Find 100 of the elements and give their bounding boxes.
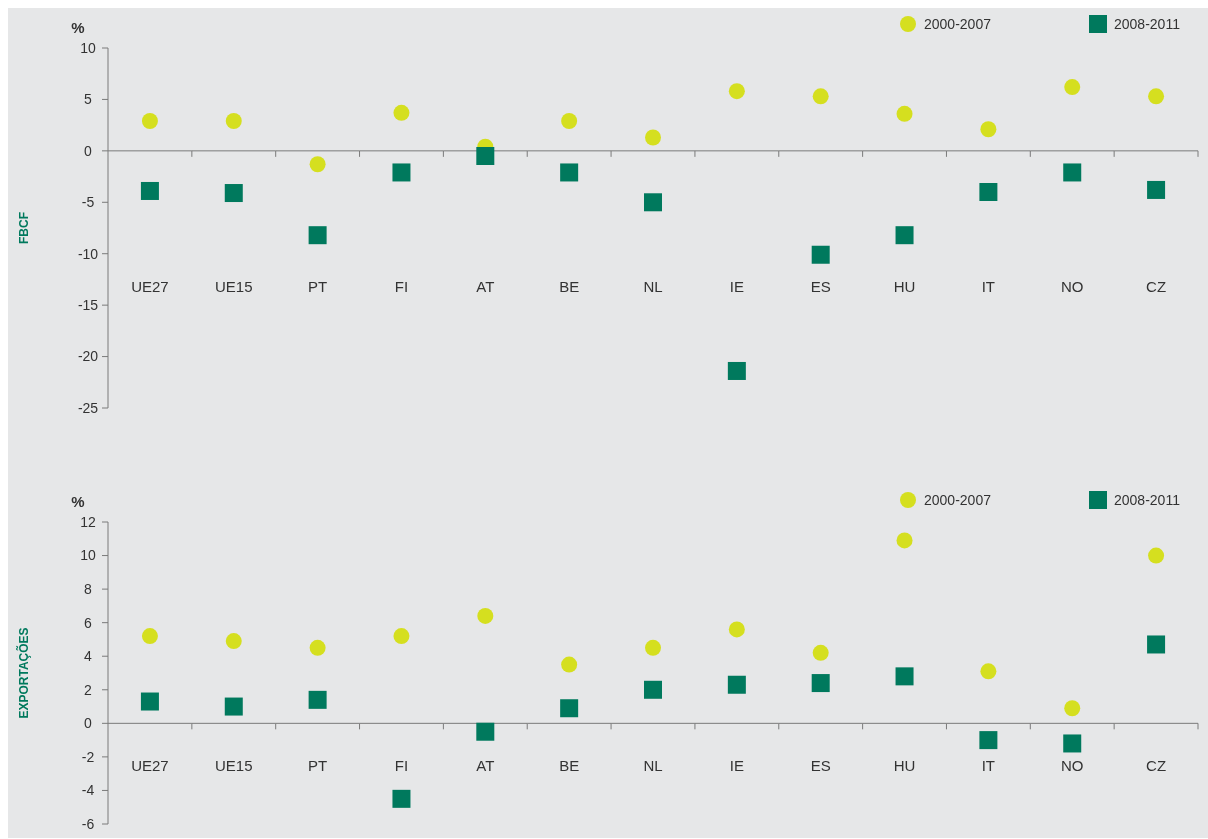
- point: [309, 156, 326, 173]
- x-tick-label: AT: [476, 278, 495, 296]
- point: [979, 183, 998, 201]
- y-tick-label: -10: [77, 245, 99, 262]
- y-tick-label: -4: [81, 782, 95, 799]
- x-tick-label: AT: [476, 756, 495, 774]
- point: [561, 656, 578, 673]
- x-tick-label: NL: [643, 278, 663, 296]
- y-tick-label: 12: [80, 513, 96, 530]
- point: [392, 789, 411, 808]
- point: [1148, 88, 1165, 105]
- point: [644, 680, 662, 699]
- point: [225, 113, 242, 130]
- x-tick-label: HU: [893, 756, 916, 774]
- x-tick-label: FI: [394, 278, 409, 296]
- point: [728, 83, 745, 100]
- point: [896, 532, 913, 549]
- point: [644, 193, 662, 212]
- point: [811, 674, 830, 693]
- x-tick-label: ES: [810, 756, 831, 774]
- point: [811, 245, 830, 264]
- point: [476, 147, 495, 165]
- y-tick-label: 4: [84, 648, 93, 665]
- point: [812, 88, 829, 105]
- y-tick-label: 0: [84, 142, 93, 159]
- y-tick-label: 10: [80, 547, 96, 564]
- point: [645, 639, 661, 656]
- y-tick-label: 8: [84, 581, 93, 598]
- point: [728, 621, 745, 638]
- x-tick-label: UE27: [131, 278, 169, 296]
- point: [1147, 180, 1166, 199]
- x-tick-label: CZ: [1146, 278, 1167, 296]
- point: [896, 105, 913, 122]
- x-tick-label: NO: [1060, 756, 1084, 774]
- y-tick-label: 5: [84, 91, 93, 108]
- point: [1064, 700, 1081, 717]
- point: [140, 692, 159, 711]
- y-tick-label: 0: [84, 715, 93, 732]
- y-tick-label: -5: [81, 194, 95, 211]
- x-tick-label: CZ: [1146, 756, 1167, 774]
- point: [895, 226, 914, 245]
- x-tick-label: IE: [729, 756, 744, 774]
- point: [727, 361, 746, 380]
- text: %: [71, 19, 85, 37]
- point: [979, 731, 998, 750]
- legend-label: 2008-2011: [1114, 491, 1181, 508]
- legend-label: 2000-2007: [924, 15, 992, 32]
- x-tick-label: BE: [559, 278, 580, 296]
- y-tick-label: 2: [84, 681, 93, 698]
- x-tick-label: BE: [559, 756, 580, 774]
- x-tick-label: UE15: [215, 278, 253, 296]
- text: %: [71, 493, 85, 511]
- x-tick-label: UE27: [131, 756, 169, 774]
- point: [1063, 734, 1082, 753]
- point: [560, 699, 579, 718]
- y-tick-label: 10: [80, 39, 96, 56]
- point: [393, 104, 410, 121]
- x-tick-label: PT: [308, 756, 328, 774]
- point: [141, 113, 158, 130]
- point: [308, 690, 327, 709]
- point: [1064, 79, 1081, 96]
- point: [308, 226, 327, 245]
- point: [476, 722, 495, 741]
- point: [980, 663, 997, 680]
- point: [561, 113, 578, 130]
- y-axis-title: EXPORTAÇÕES: [16, 627, 31, 719]
- point: [560, 163, 579, 182]
- x-tick-label: IT: [981, 278, 996, 296]
- point: [141, 628, 158, 645]
- point: [477, 607, 494, 624]
- y-tick-label: -25: [77, 399, 99, 416]
- point: [812, 644, 829, 661]
- y-tick-label: -20: [77, 348, 99, 365]
- point: [224, 697, 243, 716]
- point: [1148, 547, 1165, 564]
- legend-label: 2000-2007: [924, 491, 992, 508]
- y-tick-label: -2: [81, 748, 95, 765]
- x-tick-label: ES: [810, 278, 831, 296]
- x-tick-label: IT: [981, 756, 996, 774]
- point: [392, 163, 411, 182]
- x-tick-label: NL: [643, 756, 663, 774]
- point: [895, 667, 914, 686]
- x-tick-label: IE: [729, 278, 744, 296]
- point: [1147, 635, 1166, 654]
- point: [140, 181, 159, 200]
- y-tick-label: -15: [77, 297, 99, 314]
- point: [224, 184, 243, 203]
- point: [727, 675, 746, 694]
- y-axis-title: FBCF: [17, 212, 31, 244]
- point: [393, 628, 410, 645]
- x-tick-label: FI: [394, 756, 409, 774]
- point: [645, 129, 661, 146]
- point: [309, 639, 326, 656]
- x-tick-label: UE15: [215, 756, 253, 774]
- point: [225, 633, 242, 650]
- point: [1063, 163, 1082, 182]
- point: [980, 121, 997, 138]
- x-tick-label: PT: [308, 278, 328, 296]
- x-tick-label: NO: [1060, 278, 1084, 296]
- y-tick-label: 6: [84, 614, 93, 631]
